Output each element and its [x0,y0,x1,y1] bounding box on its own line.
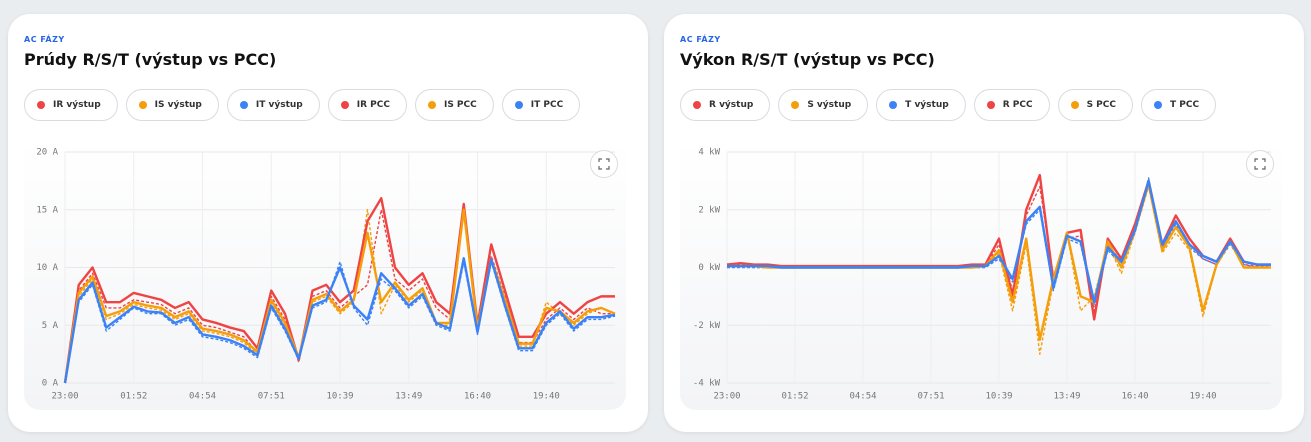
x-tick-label: 23:00 [51,392,78,402]
legend-item[interactable]: T PCC [1140,89,1217,121]
x-tick-label: 01:52 [120,392,147,402]
legend-item[interactable]: T výstup [876,89,966,121]
legend-dot [138,101,147,109]
legend-label: T PCC [1169,100,1200,110]
x-tick-label: 07:51 [258,392,285,402]
series-line [64,261,616,384]
legend-dot [693,101,701,109]
card-title: Výkon R/S/T (výstup vs PCC) [680,50,935,69]
chart: -4 kW -2 kW 0 kW 2 kW 4 kW 23:00 01:52 04:54 07:… [693,148,1271,402]
series-line [727,179,1271,304]
series-line [64,203,616,384]
x-tick-label: 01:52 [781,392,808,402]
legend-dot [37,101,45,109]
legend-dot [889,101,898,109]
legend-item[interactable]: IR výstup [24,89,118,121]
legend-label: S výstup [807,100,852,110]
y-tick-label: -2 kW [693,321,721,331]
x-tick-label: 10:39 [326,392,353,402]
legend-label: R PCC [1002,100,1033,110]
legend-dot [791,101,800,109]
card: AC FÁZY Výkon R/S/T (výstup vs PCC) R výst… [664,14,1304,432]
legend-item[interactable]: R výstup [680,89,771,121]
x-tick-label: 04:54 [849,392,876,402]
x-tick-label: 19:40 [533,392,560,402]
legend-dot [239,101,248,109]
legend-label: IS PCC [443,100,477,110]
chart: 0 A 5 A 10 A 15 A 20 A 23:00 01:52 04:54 07:51 10… [36,148,616,402]
legend-label: R výstup [709,100,754,110]
y-tick-label: 0 A [42,379,59,389]
x-tick-label: 04:54 [189,392,216,402]
legend-item[interactable]: IS výstup [125,89,219,121]
y-tick-label: 15 A [36,205,58,215]
legend-label: IT PCC [530,100,564,110]
expand-icon [1254,158,1266,170]
x-tick-label: 07:51 [917,392,944,402]
y-tick-label: 20 A [36,148,58,158]
legend-label: IT výstup [255,100,303,110]
legend-dot [340,101,349,109]
legend-item[interactable]: IT PCC [501,89,581,121]
expand-button[interactable] [1246,150,1274,178]
x-tick-label: 23:00 [713,392,740,402]
y-tick-label: 4 kW [698,148,720,158]
x-tick-label: 10:39 [985,392,1012,402]
x-tick-label: 16:40 [464,392,491,402]
expand-icon [598,158,610,170]
card-title: Prúdy R/S/T (výstup vs PCC) [24,50,277,69]
y-tick-label: 5 A [42,321,59,331]
legend-label: IR PCC [356,100,390,110]
legend-label: IS výstup [154,100,202,110]
y-tick-label: -4 kW [693,379,721,389]
legend-dot [514,101,523,109]
x-tick-label: 16:40 [1121,392,1148,402]
legend-dot [1070,101,1079,109]
legend-item[interactable]: S výstup [778,89,869,121]
x-tick-label: 19:40 [1189,392,1216,402]
y-tick-label: 2 kW [698,205,720,215]
legend: IR výstup IS výstup IT výstup IR PCC IS PCC I… [24,89,581,121]
eyebrow: AC FÁZY [24,35,65,44]
series-line [64,209,615,384]
legend: R výstup S výstup T výstup R PCC S PCC T PCC [680,89,1217,121]
series-line [726,173,1271,321]
expand-button[interactable] [590,150,618,178]
legend-label: IR výstup [53,100,101,110]
legend-item[interactable]: IS PCC [414,89,494,121]
legend-dot [427,101,436,109]
legend-dot [986,101,995,109]
card: AC FÁZY Prúdy R/S/T (výstup vs PCC) IR výs… [8,14,648,432]
legend-dot [1153,101,1162,109]
chart-panel: 0 A 5 A 10 A 15 A 20 A 23:00 01:52 04:54 07:51 10… [24,140,626,410]
chart-panel: -4 kW -2 kW 0 kW 2 kW 4 kW 23:00 01:52 04:54 07:… [680,140,1282,410]
legend-label: T výstup [905,100,949,110]
legend-item[interactable]: R PCC [973,89,1050,121]
series-line [63,197,615,384]
y-tick-label: 10 A [36,263,58,273]
legend-label: S PCC [1086,100,1116,110]
y-tick-label: 0 kW [698,263,720,273]
legend-item[interactable]: IT výstup [226,89,320,121]
series-line [63,257,616,384]
series-line [63,208,616,384]
x-tick-label: 13:49 [1053,392,1080,402]
x-tick-label: 13:49 [395,392,422,402]
legend-item[interactable]: S PCC [1057,89,1133,121]
legend-item[interactable]: IR PCC [327,89,407,121]
eyebrow: AC FÁZY [680,35,721,44]
